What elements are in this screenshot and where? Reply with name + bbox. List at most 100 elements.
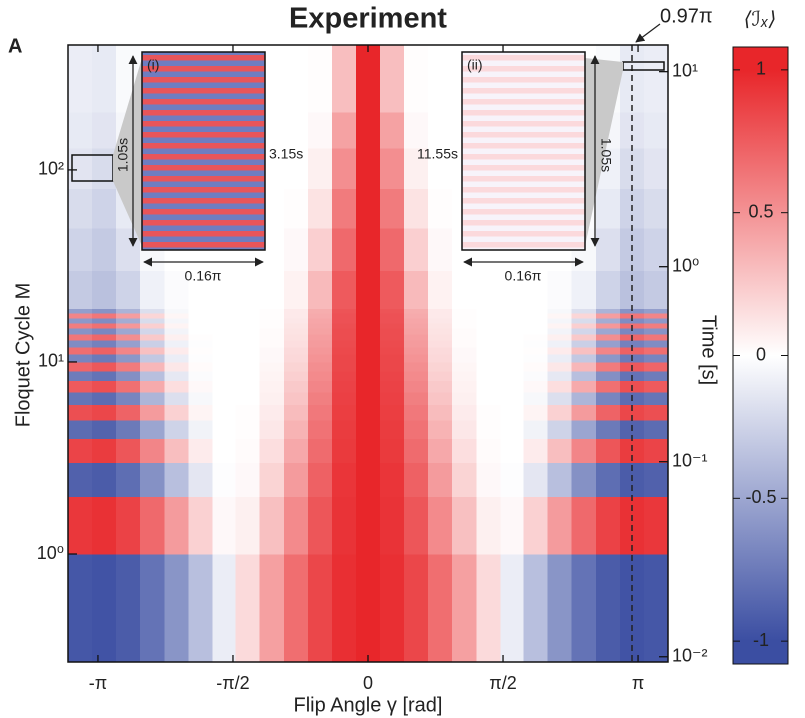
inset-width-label: 0.16π	[185, 268, 222, 284]
heatmap-cell	[283, 148, 309, 190]
heatmap-cell	[116, 270, 141, 310]
heatmap-cell	[523, 333, 549, 341]
heatmap-cell	[404, 391, 429, 406]
heatmap-cell	[212, 340, 237, 348]
heatmap-cell	[500, 270, 525, 310]
heatmap-cell	[68, 361, 93, 372]
heatmap-cell	[355, 370, 381, 382]
heatmap-cell	[595, 340, 621, 348]
heatmap-cell	[164, 404, 189, 421]
heatmap-cell	[595, 391, 621, 406]
heatmap-cell	[235, 270, 261, 310]
heatmap-cell	[259, 391, 285, 406]
inset-height-label: 1.05s	[115, 138, 131, 172]
heatmap-cell	[428, 312, 453, 319]
heatmap-cell	[380, 462, 405, 497]
heatmap-cell	[500, 308, 525, 314]
heatmap-cell	[500, 328, 525, 335]
heatmap-cell	[476, 354, 501, 363]
heatmap-cell	[140, 328, 165, 335]
heatmap-cell	[188, 554, 214, 662]
heatmap-cell	[164, 462, 189, 497]
heatmap-cell	[140, 438, 165, 463]
heatmap-cell	[355, 419, 381, 439]
heatmap-cell	[140, 346, 165, 355]
heatmap-cell	[92, 45, 117, 113]
heatmap-cell	[380, 312, 405, 319]
heatmap-cell	[140, 380, 165, 393]
heatmap-cell	[595, 438, 621, 463]
heatmap-cell	[283, 554, 309, 662]
heatmap-cell	[164, 270, 189, 310]
heatmap-cell	[523, 340, 549, 348]
heatmap-cell	[212, 370, 237, 382]
heatmap-cell	[355, 317, 381, 324]
heatmap-cell	[331, 112, 357, 149]
heatmap-cell	[643, 391, 668, 406]
heatmap-cell	[523, 354, 549, 363]
heatmap-cell	[188, 419, 214, 439]
heatmap-cell	[307, 380, 333, 393]
heatmap-cell	[595, 270, 621, 310]
heatmap-cell	[235, 438, 261, 463]
heatmap-cell	[476, 419, 501, 439]
heatmap-cell	[188, 438, 214, 463]
heatmap-cell	[500, 312, 525, 319]
heatmap-cell	[619, 328, 645, 335]
heatmap-cell	[92, 270, 117, 310]
heatmap-cell	[331, 333, 357, 341]
heatmap-cell	[619, 404, 645, 421]
heatmap-cell	[571, 270, 597, 310]
heatmap-cell	[355, 308, 381, 314]
heatmap-cell	[259, 340, 285, 348]
heatmap-cell	[259, 419, 285, 439]
heatmap-cell	[404, 227, 429, 271]
inset-i	[141, 51, 266, 251]
heatmap-cell	[452, 340, 477, 348]
heatmap-cell	[188, 346, 214, 355]
heatmap-cell	[140, 312, 165, 319]
heatmap-cell	[140, 462, 165, 497]
heatmap-cell	[476, 317, 501, 324]
y2-tick-label: 10⁻¹	[672, 450, 708, 470]
heatmap-cell	[476, 312, 501, 319]
heatmap-cell	[452, 462, 477, 497]
heatmap-cell	[188, 270, 214, 310]
heatmap-cell	[380, 45, 405, 113]
heatmap-cell	[140, 322, 165, 329]
heatmap-cell	[380, 554, 405, 662]
heatmap-cell	[212, 361, 237, 372]
heatmap-cell	[523, 270, 549, 310]
heatmap-cell	[259, 462, 285, 497]
heatmap-cell	[355, 333, 381, 341]
heatmap-cell	[164, 391, 189, 406]
heatmap-cell	[355, 112, 381, 149]
heatmap-cell	[283, 308, 309, 314]
heatmap-cell	[500, 346, 525, 355]
heatmap-cell	[140, 308, 165, 314]
heatmap-cell	[571, 404, 597, 421]
heatmap-cell	[428, 370, 453, 382]
heatmap-cell	[619, 340, 645, 348]
heatmap-cell	[283, 312, 309, 319]
heatmap-cell	[283, 370, 309, 382]
heatmap-cell	[68, 370, 93, 382]
heatmap-cell	[428, 380, 453, 393]
heatmap-cell	[212, 333, 237, 341]
heatmap-cell	[259, 346, 285, 355]
heatmap-cell	[283, 340, 309, 348]
heatmap-cell	[331, 361, 357, 372]
heatmap-cell	[643, 148, 668, 190]
heatmap-cell	[331, 354, 357, 363]
heatmap-cell	[355, 45, 381, 113]
heatmap-cell	[307, 308, 333, 314]
heatmap-cell	[523, 361, 549, 372]
heatmap-cell	[404, 340, 429, 348]
heatmap-cell	[523, 322, 549, 329]
heatmap-cell	[404, 322, 429, 329]
heatmap-cell	[235, 317, 261, 324]
heatmap-cell	[643, 340, 668, 348]
heatmap-cell	[595, 462, 621, 497]
heatmap-cell	[68, 45, 93, 113]
heatmap-cell	[140, 496, 165, 555]
